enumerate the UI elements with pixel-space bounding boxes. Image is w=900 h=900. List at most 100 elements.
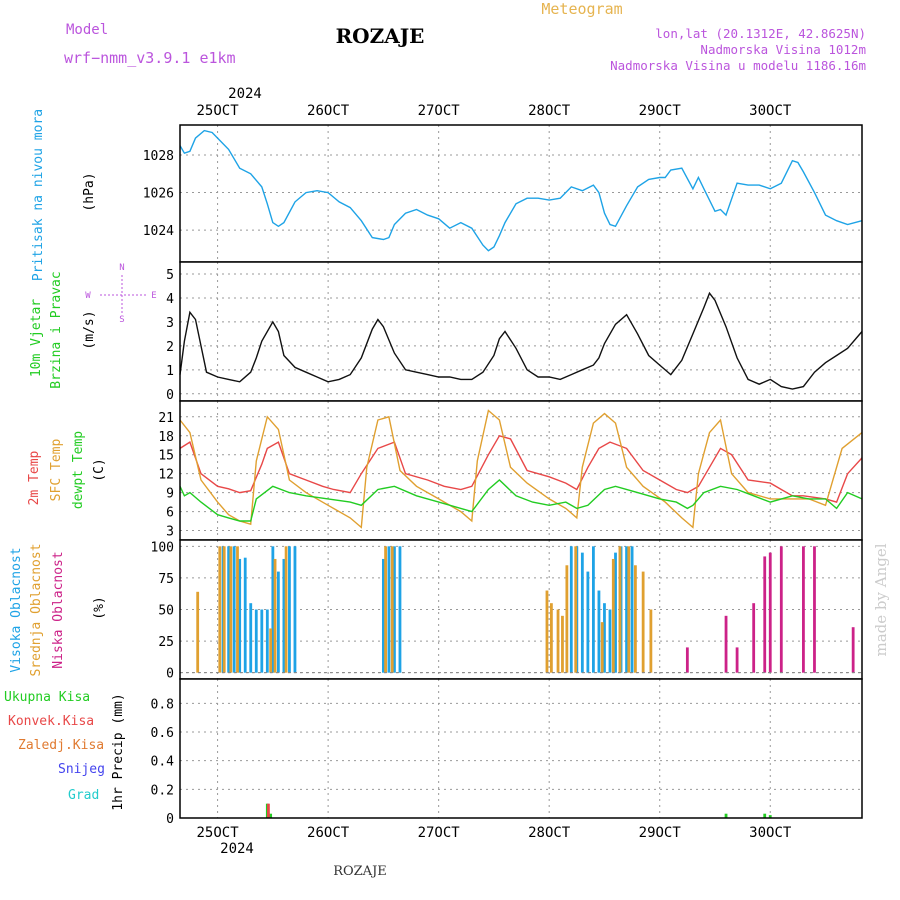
bar-visoka-oblacnost bbox=[282, 558, 286, 673]
bar-niska-oblacnost bbox=[802, 546, 805, 673]
pressure-label: Pritisak na nivou mora bbox=[31, 109, 46, 281]
panel-pressure: 1024 1026 1028 bbox=[143, 124, 863, 263]
y-tick-label: 1 bbox=[166, 364, 174, 379]
panel-clouds: 0 25 50 75 100 bbox=[151, 539, 863, 682]
bar-visoka-oblacnost bbox=[254, 609, 258, 673]
model-label: Model bbox=[66, 22, 108, 38]
panel-temperature: 3 6 9 12 15 18 21 bbox=[158, 400, 863, 541]
cloud-unit: (%) bbox=[92, 596, 107, 619]
x-tick-label-top: 30OCT bbox=[749, 103, 792, 119]
y-tick-label: 1028 bbox=[143, 149, 174, 164]
bar-visoka-oblacnost bbox=[227, 546, 231, 673]
bar-niska-oblacnost bbox=[735, 647, 739, 673]
x-tick-label-bottom: 28OCT bbox=[528, 825, 571, 841]
bar-srednja-oblacnost bbox=[561, 615, 564, 673]
bar-srednja-oblacnost bbox=[196, 591, 200, 673]
bar-konvek.kisa bbox=[267, 803, 270, 818]
precip-label-hail: Grad bbox=[68, 788, 99, 803]
bar-visoka-oblacnost bbox=[238, 558, 242, 673]
y-tick-label: 0.2 bbox=[151, 783, 174, 798]
bar-niska-oblacnost bbox=[851, 627, 855, 673]
x-tick-label-bottom: 26OCT bbox=[307, 825, 350, 841]
footer-title: ROZAJE bbox=[333, 864, 387, 879]
y-tick-label: 0 bbox=[166, 812, 174, 827]
bar-srednja-oblacnost bbox=[600, 622, 604, 673]
bar-srednja-oblacnost bbox=[649, 609, 653, 673]
bar-srednja-oblacnost bbox=[236, 546, 239, 673]
compass-icon: N S W E bbox=[85, 263, 156, 325]
bar-visoka-oblacnost bbox=[580, 552, 584, 673]
series-line-dewpt-temp bbox=[179, 479, 863, 522]
bar-visoka-oblacnost bbox=[271, 546, 275, 673]
bar-visoka-oblacnost bbox=[260, 609, 264, 673]
bar-visoka-oblacnost bbox=[398, 546, 402, 673]
panel-bg bbox=[180, 679, 862, 818]
page-title: ROZAJE bbox=[336, 24, 425, 48]
x-tick-label-bottom: 27OCT bbox=[418, 825, 461, 841]
bar-niska-oblacnost bbox=[768, 552, 772, 673]
wind-unit: (m/s) bbox=[82, 310, 97, 349]
y-tick-label: 0.6 bbox=[151, 726, 174, 741]
x-tick-label-top: 28OCT bbox=[528, 103, 571, 119]
bar-srednja-oblacnost bbox=[574, 546, 578, 673]
wind-label-1: 10m Vjetar bbox=[29, 299, 44, 377]
watermark: made by Angel bbox=[872, 543, 890, 656]
precip-label-frz: Zaledj.Kisa bbox=[18, 738, 104, 753]
bar-srednja-oblacnost bbox=[556, 609, 560, 673]
y-tick-label: 0 bbox=[166, 667, 174, 682]
bar-srednja-oblacnost bbox=[627, 546, 631, 673]
bar-srednja-oblacnost bbox=[634, 565, 637, 673]
bar-visoka-oblacnost bbox=[630, 546, 634, 673]
bar-niska-oblacnost bbox=[724, 615, 728, 673]
series-line-pritisak-na-nivou-mora bbox=[179, 129, 863, 252]
temp-label-2m: 2m Temp bbox=[27, 450, 42, 505]
bar-visoka-oblacnost bbox=[625, 546, 628, 673]
bar-ukupna-kisa bbox=[763, 813, 767, 818]
bar-visoka-oblacnost bbox=[387, 546, 391, 673]
top-year-label: 2024 bbox=[228, 86, 262, 102]
panel-wind: 0 1 2 3 4 5 bbox=[166, 261, 863, 403]
bar-srednja-oblacnost bbox=[641, 571, 645, 673]
x-tick-label-bottom: 30OCT bbox=[749, 825, 792, 841]
bar-visoka-oblacnost bbox=[597, 590, 601, 673]
bar-srednja-oblacnost bbox=[218, 546, 222, 673]
temp-label-dewpt: dewpt Temp bbox=[71, 431, 86, 509]
top-axis-ticks: 25OCT 26OCT 27OCT 28OCT 29OCT 30OCT bbox=[197, 103, 792, 119]
y-tick-label: 2 bbox=[166, 340, 174, 355]
bottom-year-label: 2024 bbox=[220, 841, 254, 857]
bar-visoka-oblacnost bbox=[614, 552, 617, 673]
bar-visoka-oblacnost bbox=[232, 546, 236, 673]
bar-srednja-oblacnost bbox=[384, 546, 387, 673]
bar-niska-oblacnost bbox=[685, 647, 689, 673]
y-tick-label: 15 bbox=[158, 449, 174, 464]
bar-srednja-oblacnost bbox=[284, 546, 288, 673]
bottom-axis-ticks: 25OCT 26OCT 27OCT 28OCT 29OCT 30OCT bbox=[197, 825, 792, 841]
wind-label-2: Brzina i Pravac bbox=[49, 271, 64, 388]
panel-bg bbox=[180, 125, 862, 262]
bar-visoka-oblacnost bbox=[586, 571, 590, 673]
y-tick-label: 25 bbox=[158, 635, 174, 650]
bar-niska-oblacnost bbox=[779, 546, 783, 673]
x-tick-label-top: 25OCT bbox=[197, 103, 240, 119]
bar-visoka-oblacnost bbox=[288, 546, 291, 673]
bar-visoka-oblacnost bbox=[608, 609, 612, 673]
compass-w: W bbox=[85, 291, 91, 301]
cloud-label-high: Visoka Oblacnost bbox=[9, 547, 24, 672]
x-tick-label-top: 29OCT bbox=[639, 103, 682, 119]
bar-ukupna-kisa bbox=[269, 813, 273, 818]
y-tick-label: 3 bbox=[166, 316, 174, 331]
y-tick-label: 100 bbox=[151, 540, 174, 555]
y-tick-label: 6 bbox=[166, 506, 174, 521]
x-tick-label-top: 26OCT bbox=[307, 103, 350, 119]
bar-visoka-oblacnost bbox=[592, 546, 595, 673]
y-tick-label: 21 bbox=[158, 411, 174, 426]
bar-visoka-oblacnost bbox=[293, 546, 297, 673]
compass-s: S bbox=[119, 315, 124, 325]
y-tick-label: 0.4 bbox=[151, 755, 175, 770]
bar-visoka-oblacnost bbox=[243, 557, 247, 673]
panel-frame bbox=[179, 678, 863, 819]
bar-srednja-oblacnost bbox=[565, 565, 569, 673]
pressure-unit: (hPa) bbox=[82, 172, 97, 211]
y-tick-label: 1026 bbox=[143, 187, 174, 202]
